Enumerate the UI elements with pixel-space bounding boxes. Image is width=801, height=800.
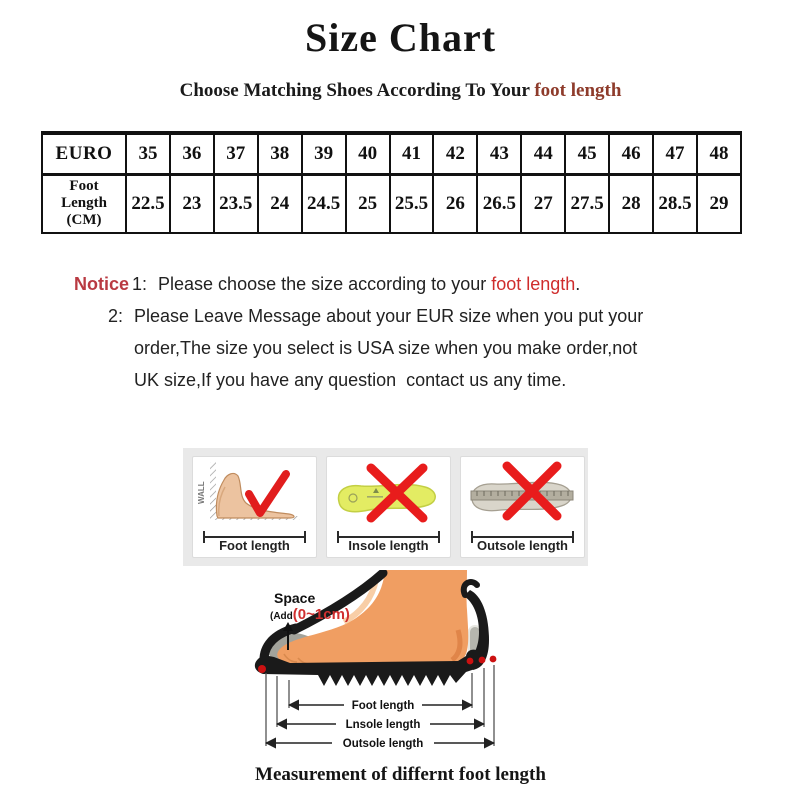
insole-print-text bbox=[367, 496, 383, 498]
size-cell: 26 bbox=[432, 173, 479, 234]
cross-icon bbox=[502, 461, 562, 521]
size-cell: 48 bbox=[695, 132, 743, 176]
size-cell: 42 bbox=[432, 132, 479, 176]
reference-dots bbox=[258, 655, 497, 673]
notice: Notice 1: Please choose the size accordi… bbox=[74, 268, 774, 396]
notice-item-1-number: 1: bbox=[132, 274, 148, 294]
insole-illustration bbox=[331, 460, 446, 531]
size-cell: 38 bbox=[256, 132, 303, 176]
size-cell: 37 bbox=[212, 132, 259, 176]
dim-label-outsole: Outsole length bbox=[343, 738, 424, 750]
foot-against-wall-illustration: WALL bbox=[197, 460, 312, 531]
size-cell: 46 bbox=[608, 132, 655, 176]
shoe-sole bbox=[254, 649, 485, 686]
size-table-row: Foot Length (CM) 22.5 23 23.5 24 24.5 25 25.5 26… bbox=[41, 173, 743, 234]
notice-label: Notice bbox=[74, 274, 130, 294]
size-cell: 28 bbox=[608, 173, 655, 234]
notice-item-1-text: Please choose the size according to your… bbox=[158, 274, 581, 294]
foot-illustration bbox=[215, 472, 295, 519]
shoe-heel-hook bbox=[460, 579, 480, 598]
cross-icon bbox=[366, 463, 428, 523]
size-cell: 25 bbox=[344, 173, 391, 234]
insole-logo-icon bbox=[348, 493, 358, 503]
dim-label-foot: Foot length bbox=[352, 700, 415, 712]
size-cell: 26.5 bbox=[476, 173, 523, 234]
card-label: Outsole length bbox=[477, 538, 568, 553]
size-table-row: EURO 35 36 37 38 39 40 41 42 43 44 45 46 47 48 bbox=[41, 132, 743, 176]
size-cell: 39 bbox=[300, 132, 347, 176]
notice-item-2-line-1: Please Leave Message about your EUR size… bbox=[134, 306, 644, 326]
subtitle: Choose Matching Shoes According To Your … bbox=[0, 80, 801, 102]
wall-hatch bbox=[210, 462, 216, 520]
shoe-heel-counter bbox=[464, 590, 489, 670]
caption: Measurement of differnt foot length bbox=[255, 764, 546, 785]
card-foot-length: WALL Foot length bbox=[192, 456, 317, 558]
card-label: Foot length bbox=[219, 538, 290, 553]
size-cell: 24 bbox=[256, 173, 303, 234]
size-cell: 41 bbox=[388, 132, 435, 176]
dim-line bbox=[203, 531, 306, 543]
measurement-methods-panel: WALL Foot length bbox=[183, 448, 588, 566]
size-cell: 27.5 bbox=[564, 173, 611, 234]
size-cell: 35 bbox=[125, 132, 171, 176]
notice-item-2-line-2: order,The size you select is USA size wh… bbox=[134, 338, 638, 358]
space-value-line: (Add(0~1cm) bbox=[270, 606, 350, 623]
wall-label: WALL bbox=[197, 481, 206, 504]
foot-and-leg-illustration bbox=[277, 570, 469, 666]
size-cell: 44 bbox=[520, 132, 567, 176]
size-cell: 40 bbox=[344, 132, 391, 176]
notice-item-2-number: 2: bbox=[108, 306, 124, 326]
space-arrow-head bbox=[283, 622, 293, 631]
subtitle-text: Choose Matching Shoes According To Your bbox=[179, 80, 535, 101]
card-insole-length: Insole length bbox=[326, 456, 451, 558]
dimension-lines bbox=[264, 699, 496, 749]
foot-shading bbox=[218, 486, 226, 517]
size-cell: 27 bbox=[520, 173, 567, 234]
dim-line bbox=[337, 531, 440, 543]
outsole-illustration bbox=[465, 460, 580, 531]
size-cell: 43 bbox=[476, 132, 523, 176]
size-cell: 24.5 bbox=[300, 173, 347, 234]
notice-item-2: 2: Please Leave Message about your EUR s… bbox=[74, 300, 774, 332]
size-cell: 36 bbox=[168, 132, 215, 176]
card-outsole-length: Outsole length bbox=[460, 456, 585, 558]
shoe-vamp-line bbox=[289, 570, 388, 635]
dim-line bbox=[471, 531, 574, 543]
heel-shading bbox=[450, 629, 463, 662]
notice-item-2-line-3: UK size,If you have any question contact… bbox=[134, 370, 567, 390]
page-title: Size Chart bbox=[304, 15, 497, 60]
size-cell: 47 bbox=[652, 132, 698, 176]
size-cell: 45 bbox=[564, 132, 611, 176]
notice-item-1-highlight: foot length bbox=[491, 274, 576, 294]
notice-item-1: Notice 1: Please choose the size accordi… bbox=[74, 268, 774, 300]
size-cell: 22.5 bbox=[125, 173, 171, 234]
check-icon bbox=[245, 470, 290, 517]
size-cell: 28.5 bbox=[652, 173, 698, 234]
card-label: Insole length bbox=[348, 538, 429, 553]
size-cell: 23 bbox=[168, 173, 215, 234]
space-label: Space bbox=[274, 590, 315, 606]
insole-print bbox=[373, 488, 379, 493]
subtitle-highlight: foot length bbox=[534, 80, 622, 101]
size-table-row-header: Foot Length (CM) bbox=[41, 173, 127, 234]
size-table-row-header: EURO bbox=[41, 132, 127, 176]
size-cell: 25.5 bbox=[388, 173, 435, 234]
dim-label-lnsole: Lnsole length bbox=[346, 719, 421, 731]
size-cell: 23.5 bbox=[212, 173, 259, 234]
size-cell: 29 bbox=[695, 173, 743, 234]
size-table: EURO 35 36 37 38 39 40 41 42 43 44 45 46 47 48 Foot Len… bbox=[41, 131, 743, 234]
foot-measure-diagram: Space (Add(0~1cm) bbox=[226, 570, 574, 770]
